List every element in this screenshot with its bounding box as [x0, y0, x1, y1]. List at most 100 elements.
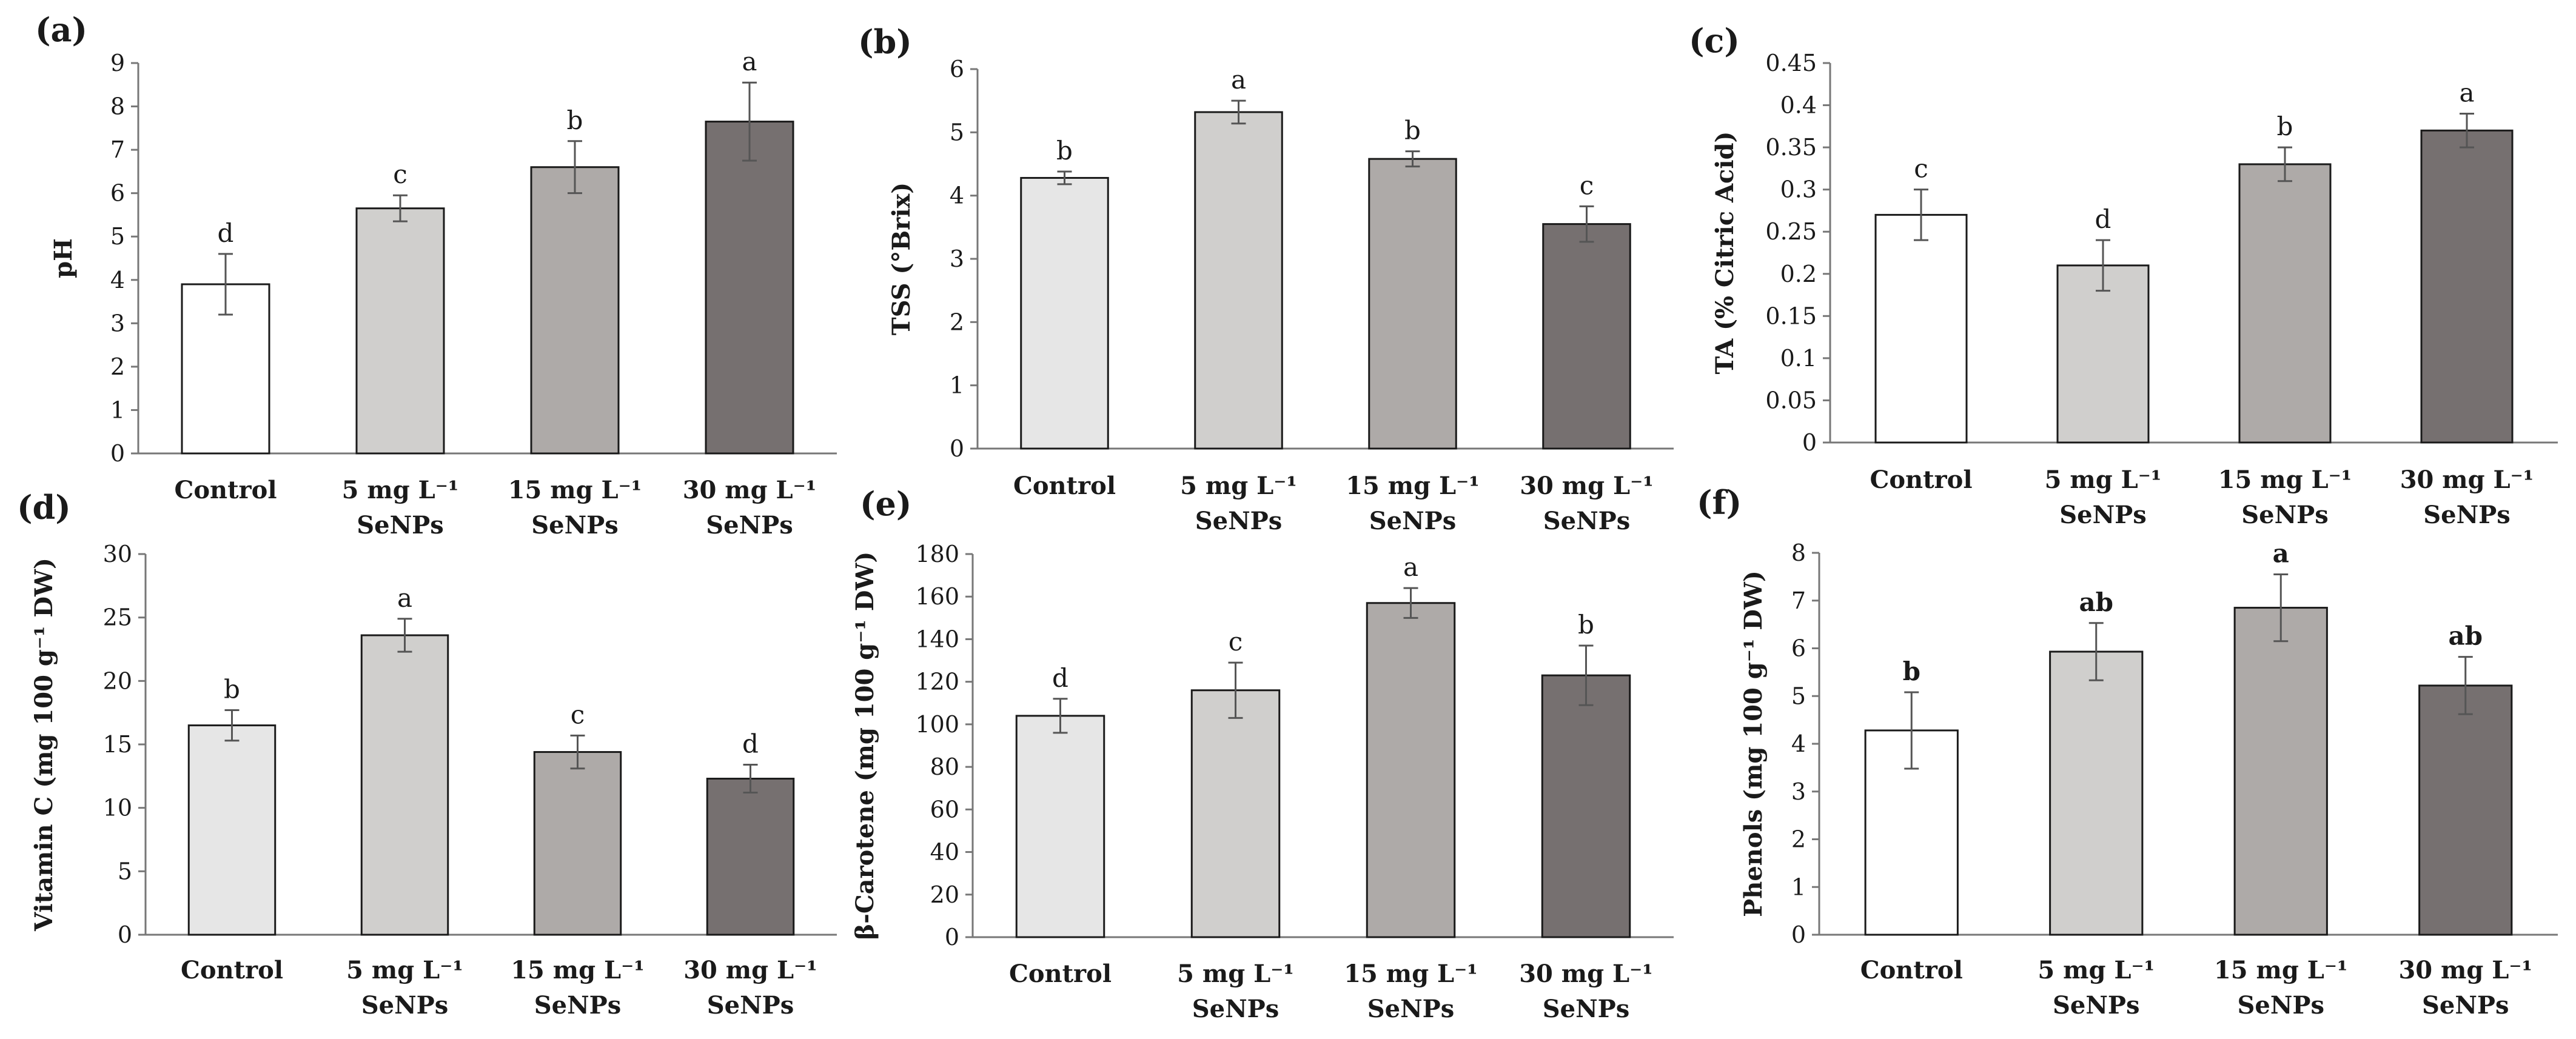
- panel-e-category-label: SeNPs: [1367, 995, 1455, 1023]
- panel-f-y-tick-label: 2: [1791, 826, 1806, 853]
- panel-c-y-tick-label: 0.45: [1765, 50, 1817, 76]
- panel-d-y-tick-label: 30: [103, 541, 132, 567]
- panel-a-category-label: SeNPs: [357, 511, 444, 540]
- panel-e: (e) 0 20 40 60 80 100 120 140 160 180 β-Carotene (m…: [851, 484, 1674, 1023]
- panel-f-category-label: SeNPs: [2053, 991, 2140, 1020]
- panel-d-category-label: SeNPs: [361, 991, 449, 1020]
- panel-c-bar-1: [1874, 213, 1968, 444]
- panel-b-significance-letter: b: [1056, 136, 1073, 165]
- panel-d-y-tick-label: 25: [103, 604, 132, 631]
- panel-f: (f) 0 1 2 3 4 5 6 7 8 Phenols (mg 100 g⁻¹ DW) b Cont…: [1697, 483, 2558, 1020]
- panel-b-category-label: Control: [1013, 472, 1116, 500]
- panel-c-y-tick-label: 0: [1802, 429, 1817, 456]
- panel-f-y-tick-label: 0: [1791, 921, 1806, 948]
- panel-c-y-tick-label: 0.35: [1765, 134, 1817, 161]
- panel-a-category-label: SeNPs: [531, 511, 619, 540]
- panel-c-category-label: SeNPs: [2059, 501, 2147, 529]
- panel-f-category-label: Control: [1860, 956, 1963, 984]
- panel-d-category-label: 30 mg L⁻¹: [683, 956, 817, 984]
- panel-f-category-label: 30 mg L⁻¹: [2398, 956, 2532, 984]
- panel-c-category-label: 30 mg L⁻¹: [2400, 466, 2534, 494]
- panel-e-label: (e): [860, 484, 911, 523]
- panel-a-category-label: Control: [174, 476, 277, 504]
- panel-a-y-tick-label: 7: [110, 136, 125, 163]
- panel-a-significance-letter: b: [567, 105, 583, 135]
- panel-b-category-label: SeNPs: [1195, 507, 1283, 535]
- panel-f-y-tick-label: 8: [1791, 540, 1806, 566]
- panel-e-y-tick-label: 160: [915, 583, 959, 610]
- panel-a-category-label: 5 mg L⁻¹: [342, 476, 459, 504]
- panel-c-y-axis-title: TA (% Citric Acid): [1711, 132, 1739, 375]
- panel-b-y-tick-label: 2: [950, 309, 964, 335]
- panel-c-category-label: Control: [1870, 466, 1972, 494]
- panel-d-category-label: SeNPs: [707, 991, 794, 1020]
- panel-c-category-label: SeNPs: [2241, 501, 2329, 529]
- panel-e-category-label: 5 mg L⁻¹: [1177, 960, 1294, 988]
- panel-c-y-tick-label: 0.1: [1780, 345, 1817, 372]
- panel-b-bar-3: [1368, 158, 1457, 450]
- panel-d-significance-letter: d: [742, 729, 759, 758]
- panel-b-bar-2: [1194, 111, 1283, 450]
- panel-b-category-label: 5 mg L⁻¹: [1180, 472, 1297, 500]
- panel-d-y-axis-title: Vitamin C (mg 100 g⁻¹ DW): [30, 558, 58, 932]
- panel-d-y-tick-label: 10: [103, 795, 132, 821]
- panel-a-category-label: 30 mg L⁻¹: [683, 476, 817, 504]
- panel-a-y-tick-label: 6: [110, 180, 125, 207]
- panel-e-category-label: 30 mg L⁻¹: [1519, 960, 1653, 988]
- panel-c-bar-2: [2056, 264, 2150, 444]
- panel-a-y-tick-label: 2: [110, 353, 125, 380]
- panel-c-significance-letter: c: [1914, 154, 1928, 184]
- panel-e-category-label: Control: [1009, 960, 1112, 988]
- panel-b-y-tick-label: 0: [950, 435, 964, 462]
- panel-e-y-tick-label: 0: [945, 924, 959, 950]
- panel-e-significance-letter: c: [1229, 627, 1243, 656]
- panel-f-significance-letter: b: [1903, 656, 1920, 686]
- panel-c-y-tick-label: 0.25: [1765, 218, 1817, 245]
- panel-a-bar-4: [705, 121, 794, 455]
- panel-e-bar-1: [1015, 715, 1105, 938]
- panel-e-y-tick-label: 60: [930, 796, 959, 823]
- panel-a-y-tick-label: 1: [110, 396, 125, 423]
- panel-a-category-label: SeNPs: [706, 511, 793, 540]
- panel-b-significance-letter: c: [1580, 170, 1594, 200]
- panel-a: (a) 0 1 2 3 4 5 6 7 8 9 pH d Control c 5 mg L⁻¹ SeNPs b 15…: [35, 10, 837, 540]
- panel-c-significance-letter: d: [2095, 204, 2111, 234]
- panel-c-label: (c): [1689, 21, 1740, 60]
- panel-f-y-tick-label: 5: [1791, 683, 1806, 709]
- panel-e-bar-2: [1190, 689, 1281, 938]
- panel-c-category-label: 15 mg L⁻¹: [2218, 466, 2352, 494]
- panel-c-y-tick-label: 0.05: [1765, 387, 1817, 413]
- panel-b-y-tick-label: 1: [950, 372, 964, 399]
- panel-a-y-tick-label: 0: [110, 440, 125, 467]
- panel-b-y-tick-label: 6: [950, 56, 964, 82]
- panel-c-significance-letter: b: [2277, 112, 2293, 141]
- panel-e-y-tick-label: 120: [915, 669, 959, 695]
- panel-f-y-tick-label: 6: [1791, 635, 1806, 662]
- panel-e-category-label: SeNPs: [1543, 995, 1630, 1023]
- panel-e-bar-4: [1541, 674, 1631, 938]
- panel-f-category-label: 15 mg L⁻¹: [2214, 956, 2348, 984]
- panel-c-y-tick-label: 0.15: [1765, 302, 1817, 329]
- panel-d-y-tick-label: 15: [103, 731, 132, 758]
- panel-e-category-label: 15 mg L⁻¹: [1344, 960, 1478, 988]
- panel-b-y-tick-label: 4: [950, 182, 964, 209]
- panel-c-bar-4: [2420, 129, 2514, 444]
- panel-d-significance-letter: a: [397, 583, 412, 613]
- panel-e-y-tick-label: 40: [930, 839, 959, 866]
- panel-a-y-tick-label: 8: [110, 93, 125, 120]
- panel-d-category-label: 5 mg L⁻¹: [346, 956, 463, 984]
- panel-d: (d) 0 5 10 15 20 25 30 Vitamin C (mg 100 g⁻¹ DW)…: [17, 488, 837, 1020]
- panel-d-bar-2: [360, 634, 449, 936]
- panel-a-y-tick-label: 9: [110, 50, 125, 76]
- panel-e-category-label: SeNPs: [1192, 995, 1280, 1023]
- panel-b-category-label: 15 mg L⁻¹: [1346, 472, 1480, 500]
- panel-e-y-tick-label: 80: [930, 753, 959, 780]
- panel-d-significance-letter: b: [224, 674, 240, 704]
- panel-f-significance-letter: ab: [2079, 587, 2113, 617]
- panel-b-y-tick-label: 3: [950, 246, 964, 272]
- panel-c-bar-3: [2238, 163, 2332, 444]
- panel-e-bar-3: [1366, 602, 1456, 938]
- panel-b-label: (b): [858, 22, 912, 61]
- panel-a-significance-letter: d: [218, 218, 234, 248]
